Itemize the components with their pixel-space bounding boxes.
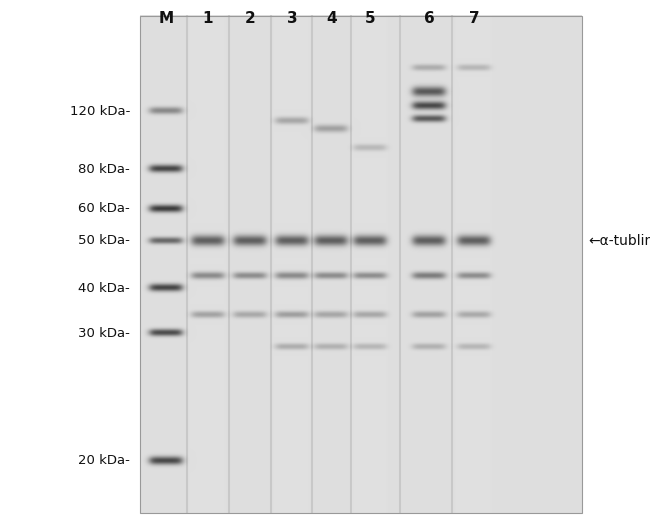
- Text: 7: 7: [469, 11, 480, 26]
- Text: 2: 2: [245, 11, 255, 26]
- Text: 6: 6: [424, 11, 434, 26]
- Text: 50 kDa-: 50 kDa-: [78, 234, 130, 247]
- Text: 40 kDa-: 40 kDa-: [78, 282, 130, 295]
- Text: 60 kDa-: 60 kDa-: [78, 203, 130, 215]
- Text: 5: 5: [365, 11, 376, 26]
- Text: M: M: [158, 11, 174, 26]
- Text: ←α-tublin: ←α-tublin: [588, 234, 650, 248]
- Text: 4: 4: [326, 11, 337, 26]
- Text: 1: 1: [203, 11, 213, 26]
- Text: 120 kDa-: 120 kDa-: [70, 105, 130, 117]
- Text: 3: 3: [287, 11, 298, 26]
- Bar: [140, 16, 582, 513]
- Text: 30 kDa-: 30 kDa-: [78, 327, 130, 340]
- Text: 80 kDa-: 80 kDa-: [78, 163, 130, 176]
- Text: 20 kDa-: 20 kDa-: [78, 454, 130, 467]
